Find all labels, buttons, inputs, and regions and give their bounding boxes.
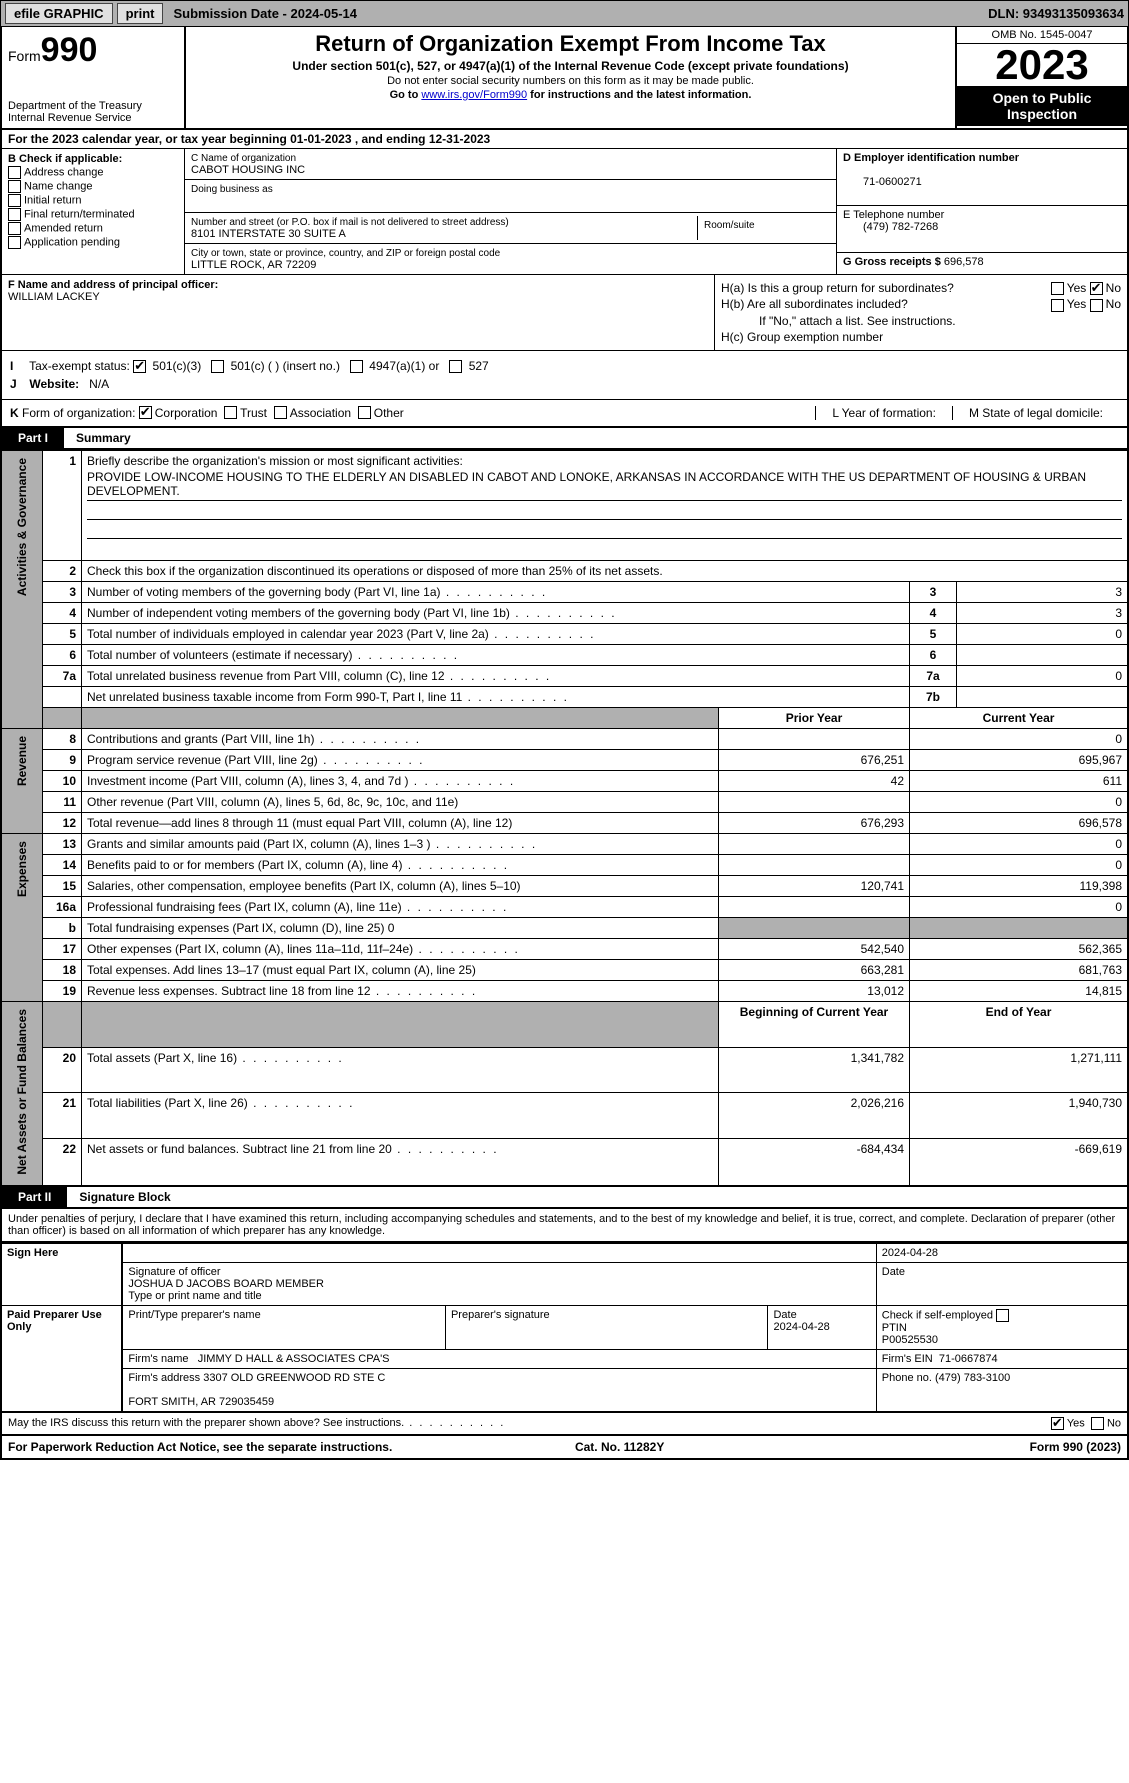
- org-name: CABOT HOUSING INC: [191, 164, 305, 176]
- chk-501c3[interactable]: [133, 360, 146, 373]
- firm-address: 3307 OLD GREENWOOD RD STE C: [203, 1372, 385, 1384]
- part1-header: Part ISummary: [0, 428, 1129, 450]
- mission-text: PROVIDE LOW-INCOME HOUSING TO THE ELDERL…: [87, 468, 1122, 501]
- ptin: P00525530: [882, 1334, 938, 1346]
- signature-table: Sign Here 2024-04-28 Signature of office…: [0, 1243, 1129, 1413]
- chk-initial[interactable]: Initial return: [8, 194, 178, 207]
- efile-button[interactable]: efile GRAPHIC: [5, 3, 113, 24]
- chk-assoc[interactable]: [274, 406, 287, 419]
- officer-name: WILLIAM LACKEY: [8, 291, 100, 303]
- chk-trust[interactable]: [224, 406, 237, 419]
- form-header: Form990 Department of the Treasury Inter…: [0, 27, 1129, 130]
- tax-year: 2023: [957, 44, 1127, 86]
- summary-table: Activities & Governance 1 Briefly descri…: [0, 450, 1129, 1187]
- dept-label: Department of the Treasury: [8, 100, 178, 112]
- box-c: C Name of organizationCABOT HOUSING INC …: [185, 149, 837, 274]
- dln: DLN: 93493135093634: [988, 6, 1124, 21]
- discuss-yes[interactable]: [1051, 1417, 1064, 1430]
- chk-amended[interactable]: Amended return: [8, 222, 178, 235]
- ssn-warning: Do not enter social security numbers on …: [196, 75, 945, 87]
- perjury-text: Under penalties of perjury, I declare th…: [0, 1209, 1129, 1243]
- discuss-no[interactable]: [1091, 1417, 1104, 1430]
- chk-pending[interactable]: Application pending: [8, 236, 178, 249]
- submission-date: Submission Date - 2024-05-14: [173, 6, 357, 21]
- print-button[interactable]: print: [117, 3, 164, 24]
- sign-date: 2024-04-28: [876, 1243, 1128, 1262]
- irs-label: Internal Revenue Service: [8, 112, 178, 124]
- firm-ein: 71-0667874: [939, 1353, 998, 1365]
- line-a: For the 2023 calendar year, or tax year …: [0, 130, 1129, 149]
- website: N/A: [89, 377, 109, 391]
- phone: (479) 782-7268: [843, 221, 938, 233]
- chk-527[interactable]: [449, 360, 462, 373]
- firm-name: JIMMY D HALL & ASSOCIATES CPA'S: [198, 1353, 390, 1365]
- public-inspection: Open to Public Inspection: [957, 86, 1127, 126]
- chk-4947[interactable]: [350, 360, 363, 373]
- chk-final[interactable]: Final return/terminated: [8, 208, 178, 221]
- chk-corp[interactable]: [139, 406, 152, 419]
- form-title: Return of Organization Exempt From Incom…: [196, 31, 945, 57]
- gross-receipts: 696,578: [944, 256, 984, 268]
- chk-name[interactable]: Name change: [8, 180, 178, 193]
- year-formation: L Year of formation:: [815, 406, 952, 420]
- form-number: Form990: [8, 31, 178, 70]
- officer-signature: JOSHUA D JACOBS BOARD MEMBER: [128, 1278, 324, 1290]
- box-h: H(a) Is this a group return for subordin…: [715, 275, 1127, 350]
- state-domicile: M State of legal domicile:: [952, 406, 1119, 420]
- part2-header: Part IISignature Block: [0, 1187, 1129, 1209]
- city-state-zip: LITTLE ROCK, AR 72209: [191, 259, 316, 271]
- chk-address[interactable]: Address change: [8, 166, 178, 179]
- form-subtitle: Under section 501(c), 527, or 4947(a)(1)…: [196, 59, 945, 73]
- street-address: 8101 INTERSTATE 30 SUITE A: [191, 228, 346, 240]
- chk-other[interactable]: [358, 406, 371, 419]
- box-d: D Employer identification number71-06002…: [837, 149, 1127, 274]
- page-footer: For Paperwork Reduction Act Notice, see …: [0, 1436, 1129, 1460]
- irs-link[interactable]: www.irs.gov/Form990: [421, 89, 527, 101]
- goto-link: Go to www.irs.gov/Form990 for instructio…: [196, 89, 945, 101]
- chk-501c[interactable]: [211, 360, 224, 373]
- box-f: F Name and address of principal officer:…: [2, 275, 715, 350]
- box-b: B Check if applicable: Address change Na…: [2, 149, 185, 274]
- ein: 71-0600271: [843, 176, 922, 188]
- firm-phone: (479) 783-3100: [935, 1372, 1010, 1384]
- top-toolbar: efile GRAPHIC print Submission Date - 20…: [0, 0, 1129, 27]
